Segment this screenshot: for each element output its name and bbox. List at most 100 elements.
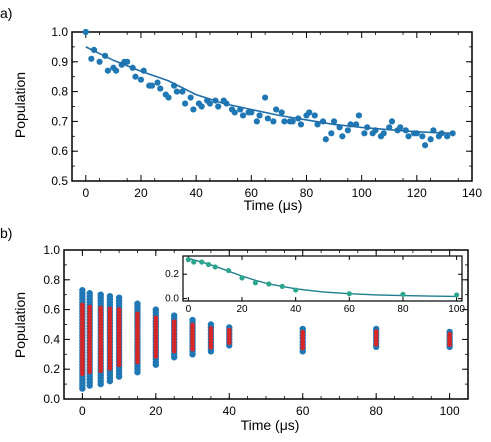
- inset-point: [205, 261, 212, 268]
- inset-point: [252, 280, 259, 286]
- panel-a-xlabel: Time (μs): [244, 197, 303, 213]
- panel-b-point: [207, 321, 215, 328]
- panel-b-highlight-point: [447, 331, 453, 337]
- panel-b-inset: 0 20 40 60 80 100 0.0 0.2: [165, 255, 465, 315]
- panel-a-point: [231, 109, 238, 116]
- panel-a-point: [322, 136, 329, 143]
- panel-b-ytick-label: 0.2: [43, 362, 60, 376]
- panel-b-point: [152, 306, 160, 313]
- inset-xtick-label: 0: [186, 304, 192, 315]
- panel-b-highlight-point: [226, 327, 232, 333]
- panel-b-point: [86, 290, 93, 297]
- inset-point: [191, 259, 197, 265]
- panel-b-point: [106, 292, 114, 300]
- panel-a-point: [124, 58, 131, 65]
- panel-a-plot: 0 20 40 60 80 100 120 140 0.5 0.6 0.7 0.8 0.9 1.0: [51, 25, 482, 200]
- panel-a-point: [427, 136, 434, 143]
- panel-a-point: [104, 67, 111, 74]
- panel-a-point: [148, 82, 156, 89]
- inset-point: [346, 291, 352, 297]
- panel-a-xtick-label: 120: [407, 186, 427, 200]
- panel-a-point: [339, 133, 346, 140]
- panel-b-highlight-point: [135, 311, 140, 317]
- panel-a-point: [96, 58, 103, 65]
- inset-point: [226, 267, 232, 274]
- panel-a-point: [306, 109, 313, 116]
- panel-a-label: a): [0, 5, 12, 21]
- panel-a-point: [154, 79, 161, 86]
- inset-frame: [182, 255, 463, 302]
- panel-b-highlight-point: [373, 329, 379, 335]
- panel-b-point: [170, 312, 178, 319]
- panel-b-highlight-point: [300, 329, 306, 335]
- panel-b-highlight-point: [171, 319, 177, 325]
- panel-b-xtick-label: 40: [223, 404, 237, 418]
- panel-b-xtick-label: 100: [440, 404, 460, 418]
- inset-xtick-label: 20: [236, 304, 248, 315]
- panel-a-point: [215, 103, 222, 110]
- panel-a-ytick-label: 0.7: [51, 114, 68, 128]
- panel-b-point: [134, 300, 141, 307]
- panel-b-ytick-label: 0.4: [43, 332, 60, 346]
- inset-point: [266, 281, 272, 287]
- panel-b-xlabel: Time (μs): [241, 417, 300, 433]
- panel-a-point: [132, 73, 139, 80]
- panel-a-point: [113, 67, 120, 74]
- panel-a-xtick-label: 100: [352, 186, 372, 200]
- panel-b-highlight-point: [153, 315, 159, 321]
- panel-a-ytick-label: 0.8: [51, 85, 68, 99]
- panel-a-ytick-label: 0.9: [51, 55, 68, 69]
- panel-a-point: [270, 118, 277, 125]
- panel-a-point: [380, 130, 387, 137]
- inset-point: [400, 291, 406, 297]
- inset-point: [293, 287, 299, 293]
- panel-a-point: [262, 94, 269, 101]
- panel-a-point: [206, 100, 214, 107]
- inset-point: [199, 259, 205, 265]
- panel-b-highlight-point: [190, 322, 195, 328]
- panel-a-point: [314, 121, 321, 128]
- panel-b-highlight-point: [116, 307, 122, 312]
- panel-a-point: [173, 88, 180, 95]
- panel-a-xtick-label: 40: [189, 186, 203, 200]
- panel-a-xtick-label: 20: [134, 186, 148, 200]
- panel-a-ytick-label: 0.5: [51, 174, 68, 188]
- panel-a-point: [289, 118, 296, 125]
- inset-background: [183, 256, 462, 301]
- panel-b-ylabel: Population: [12, 292, 28, 358]
- panel-a-point: [187, 94, 194, 101]
- panel-b-point: [79, 287, 86, 294]
- panel-a-ytick-label: 1.0: [51, 25, 68, 39]
- panel-a-xtick-label: 140: [462, 186, 482, 200]
- inset-xtick-label: 60: [344, 304, 356, 315]
- panel-a-point: [190, 106, 197, 113]
- panel-b-highlight-point: [208, 326, 214, 331]
- panel-b-xtick-label: 60: [296, 404, 310, 418]
- panel-a-xtick-label: 60: [245, 186, 259, 200]
- panel-b-plot: 0 20 40 60 80 100 0.0 0.2 0.4 0.6 0.8 1.0: [43, 243, 469, 418]
- panel-a-point: [273, 106, 280, 113]
- panel-a-point: [182, 100, 189, 107]
- panel-a-point: [88, 55, 95, 62]
- panel-b-xtick-label: 80: [370, 404, 384, 418]
- panel-a-point: [344, 127, 351, 134]
- panel-a-point: [137, 76, 145, 83]
- panel-a-point: [278, 109, 285, 116]
- panel-b-ytick-label: 0.6: [43, 303, 60, 317]
- panel-a-point: [281, 118, 288, 125]
- panel-b-xtick-label: 0: [79, 404, 86, 418]
- panel-a-point: [311, 112, 318, 119]
- inset-point: [279, 283, 285, 290]
- panel-a-point: [198, 103, 205, 110]
- panel-b-point: [189, 316, 196, 324]
- inset-ytick-label: 0.2: [165, 269, 179, 280]
- inset-point: [239, 275, 245, 281]
- panel-a-point: [355, 112, 362, 119]
- inset-point: [454, 292, 460, 298]
- panel-a-point: [419, 133, 426, 140]
- panel-a-point: [248, 109, 255, 116]
- panel-b-ytick-label: 1.0: [43, 243, 60, 257]
- panel-b-xtick-label: 20: [149, 404, 163, 418]
- panel-b-highlight-point: [107, 306, 113, 312]
- panel-a-frame: [71, 31, 473, 182]
